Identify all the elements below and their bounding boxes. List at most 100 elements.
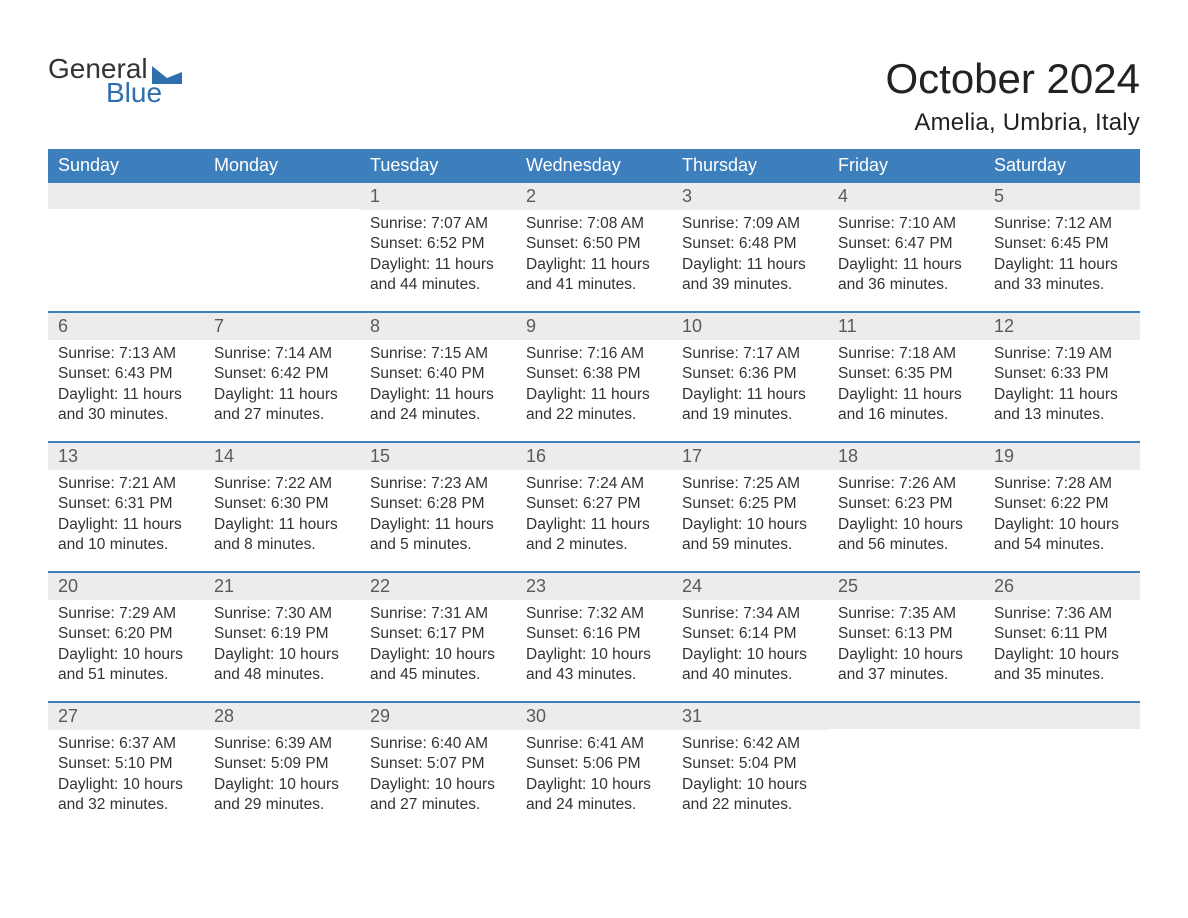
sunset-line: Sunset: 6:43 PM [58,364,194,384]
day-number: 23 [516,573,672,600]
day-number: 6 [48,313,204,340]
day-number: 4 [828,183,984,210]
sunset-line: Sunset: 5:07 PM [370,754,506,774]
sunset-line: Sunset: 6:23 PM [838,494,974,514]
col-header: Tuesday [360,149,516,183]
day-body: Sunrise: 7:07 AMSunset: 6:52 PMDaylight:… [360,210,516,296]
day-number [204,183,360,209]
daylight-line: Daylight: 10 hours [994,645,1130,665]
col-header: Wednesday [516,149,672,183]
daylight-line: and 10 minutes. [58,535,194,555]
week-row: 20Sunrise: 7:29 AMSunset: 6:20 PMDayligh… [48,571,1140,701]
daylight-line: and 30 minutes. [58,405,194,425]
day-number: 3 [672,183,828,210]
daylight-line: and 39 minutes. [682,275,818,295]
day-body: Sunrise: 7:29 AMSunset: 6:20 PMDaylight:… [48,600,204,686]
daylight-line: Daylight: 10 hours [682,645,818,665]
day-cell: 18Sunrise: 7:26 AMSunset: 6:23 PMDayligh… [828,443,984,571]
sunset-line: Sunset: 6:40 PM [370,364,506,384]
day-body: Sunrise: 7:17 AMSunset: 6:36 PMDaylight:… [672,340,828,426]
day-number: 30 [516,703,672,730]
daylight-line: and 37 minutes. [838,665,974,685]
day-number: 11 [828,313,984,340]
sunrise-line: Sunrise: 6:39 AM [214,734,350,754]
daylight-line: and 29 minutes. [214,795,350,815]
col-header: Thursday [672,149,828,183]
daylight-line: Daylight: 10 hours [370,645,506,665]
day-body: Sunrise: 7:34 AMSunset: 6:14 PMDaylight:… [672,600,828,686]
sunrise-line: Sunrise: 7:24 AM [526,474,662,494]
sunset-line: Sunset: 6:38 PM [526,364,662,384]
sunset-line: Sunset: 6:19 PM [214,624,350,644]
sunrise-line: Sunrise: 7:31 AM [370,604,506,624]
day-cell: 29Sunrise: 6:40 AMSunset: 5:07 PMDayligh… [360,703,516,831]
day-cell: 14Sunrise: 7:22 AMSunset: 6:30 PMDayligh… [204,443,360,571]
daylight-line: Daylight: 11 hours [838,385,974,405]
week-row: 1Sunrise: 7:07 AMSunset: 6:52 PMDaylight… [48,183,1140,311]
sunrise-line: Sunrise: 7:32 AM [526,604,662,624]
daylight-line: and 54 minutes. [994,535,1130,555]
sunset-line: Sunset: 6:28 PM [370,494,506,514]
brand-logo: General Blue [48,55,182,107]
sunset-line: Sunset: 6:35 PM [838,364,974,384]
day-body: Sunrise: 7:25 AMSunset: 6:25 PMDaylight:… [672,470,828,556]
daylight-line: and 22 minutes. [682,795,818,815]
sunrise-line: Sunrise: 7:36 AM [994,604,1130,624]
day-cell [984,703,1140,831]
day-number: 31 [672,703,828,730]
sunset-line: Sunset: 6:45 PM [994,234,1130,254]
daylight-line: Daylight: 11 hours [838,255,974,275]
day-number: 28 [204,703,360,730]
sunset-line: Sunset: 6:17 PM [370,624,506,644]
sunset-line: Sunset: 5:06 PM [526,754,662,774]
day-number: 20 [48,573,204,600]
sunrise-line: Sunrise: 6:40 AM [370,734,506,754]
day-number: 17 [672,443,828,470]
sunset-line: Sunset: 6:14 PM [682,624,818,644]
week-row: 27Sunrise: 6:37 AMSunset: 5:10 PMDayligh… [48,701,1140,831]
sunrise-line: Sunrise: 7:19 AM [994,344,1130,364]
daylight-line: Daylight: 11 hours [526,515,662,535]
sunrise-line: Sunrise: 7:18 AM [838,344,974,364]
daylight-line: Daylight: 11 hours [526,255,662,275]
daylight-line: Daylight: 11 hours [994,385,1130,405]
sunrise-line: Sunrise: 7:13 AM [58,344,194,364]
day-body: Sunrise: 6:40 AMSunset: 5:07 PMDaylight:… [360,730,516,816]
daylight-line: and 48 minutes. [214,665,350,685]
day-number: 1 [360,183,516,210]
day-cell: 1Sunrise: 7:07 AMSunset: 6:52 PMDaylight… [360,183,516,311]
sunrise-line: Sunrise: 7:35 AM [838,604,974,624]
sunrise-line: Sunrise: 7:23 AM [370,474,506,494]
col-header: Monday [204,149,360,183]
sunrise-line: Sunrise: 7:08 AM [526,214,662,234]
daylight-line: Daylight: 11 hours [214,515,350,535]
daylight-line: Daylight: 10 hours [838,645,974,665]
day-cell: 25Sunrise: 7:35 AMSunset: 6:13 PMDayligh… [828,573,984,701]
daylight-line: Daylight: 10 hours [838,515,974,535]
day-cell: 21Sunrise: 7:30 AMSunset: 6:19 PMDayligh… [204,573,360,701]
day-body: Sunrise: 7:16 AMSunset: 6:38 PMDaylight:… [516,340,672,426]
day-body: Sunrise: 7:19 AMSunset: 6:33 PMDaylight:… [984,340,1140,426]
daylight-line: Daylight: 10 hours [214,645,350,665]
sunset-line: Sunset: 6:30 PM [214,494,350,514]
daylight-line: and 32 minutes. [58,795,194,815]
day-body: Sunrise: 7:31 AMSunset: 6:17 PMDaylight:… [360,600,516,686]
day-cell: 4Sunrise: 7:10 AMSunset: 6:47 PMDaylight… [828,183,984,311]
daylight-line: Daylight: 10 hours [370,775,506,795]
day-body: Sunrise: 7:28 AMSunset: 6:22 PMDaylight:… [984,470,1140,556]
daylight-line: and 19 minutes. [682,405,818,425]
sunrise-line: Sunrise: 7:30 AM [214,604,350,624]
day-body: Sunrise: 7:32 AMSunset: 6:16 PMDaylight:… [516,600,672,686]
sunset-line: Sunset: 6:52 PM [370,234,506,254]
sunset-line: Sunset: 6:11 PM [994,624,1130,644]
daylight-line: and 36 minutes. [838,275,974,295]
sunrise-line: Sunrise: 7:17 AM [682,344,818,364]
day-body: Sunrise: 7:24 AMSunset: 6:27 PMDaylight:… [516,470,672,556]
sunrise-line: Sunrise: 7:22 AM [214,474,350,494]
day-cell: 27Sunrise: 6:37 AMSunset: 5:10 PMDayligh… [48,703,204,831]
day-body: Sunrise: 7:26 AMSunset: 6:23 PMDaylight:… [828,470,984,556]
daylight-line: Daylight: 10 hours [994,515,1130,535]
daylight-line: and 8 minutes. [214,535,350,555]
sunset-line: Sunset: 6:16 PM [526,624,662,644]
day-body: Sunrise: 6:42 AMSunset: 5:04 PMDaylight:… [672,730,828,816]
